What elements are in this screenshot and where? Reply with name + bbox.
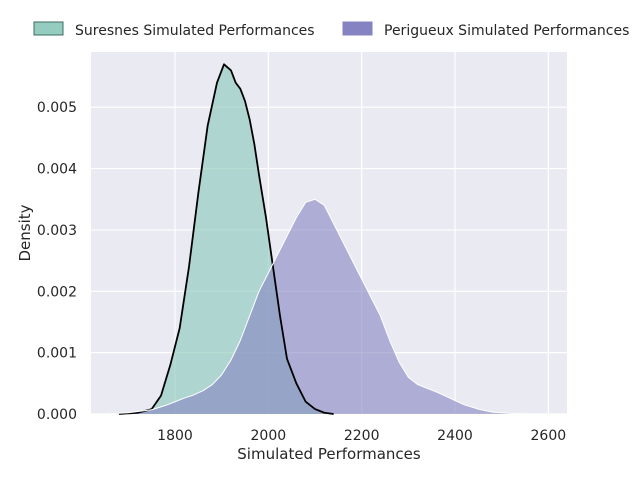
density-line-1 xyxy=(104,198,549,415)
legend-swatch-perigueux xyxy=(342,21,373,36)
y-tick-label-3: 0.003 xyxy=(37,223,77,239)
y-axis-label: Density xyxy=(16,204,34,261)
y-tick-label-0: 0.000 xyxy=(37,407,77,423)
x-tick-label-3: 2400 xyxy=(437,428,473,444)
y-axis-ticks: 0.000 0.001 0.002 0.003 0.004 0.005 xyxy=(37,100,77,423)
density-areas xyxy=(104,63,549,415)
density-line-0 xyxy=(118,63,334,415)
x-tick-label-0: 1800 xyxy=(157,428,193,444)
legend: Suresnes Simulated Performances Perigueu… xyxy=(33,21,629,39)
legend-swatch-suresnes xyxy=(33,21,64,36)
x-tick-label-4: 2600 xyxy=(531,428,567,444)
x-tick-label-2: 2200 xyxy=(344,428,380,444)
legend-label-perigueux: Perigueux Simulated Performances xyxy=(384,23,629,39)
legend-label-suresnes: Suresnes Simulated Performances xyxy=(75,23,315,39)
y-tick-label-5: 0.005 xyxy=(37,100,77,116)
x-axis-ticks: 1800 2000 2200 2400 2600 xyxy=(157,428,566,444)
y-tick-label-1: 0.001 xyxy=(37,346,77,362)
area-fill-1 xyxy=(105,199,549,414)
y-tick-label-2: 0.002 xyxy=(37,284,77,300)
x-axis-label: Simulated Performances xyxy=(237,445,421,463)
x-tick-label-1: 2000 xyxy=(251,428,287,444)
y-tick-label-4: 0.004 xyxy=(37,162,77,178)
